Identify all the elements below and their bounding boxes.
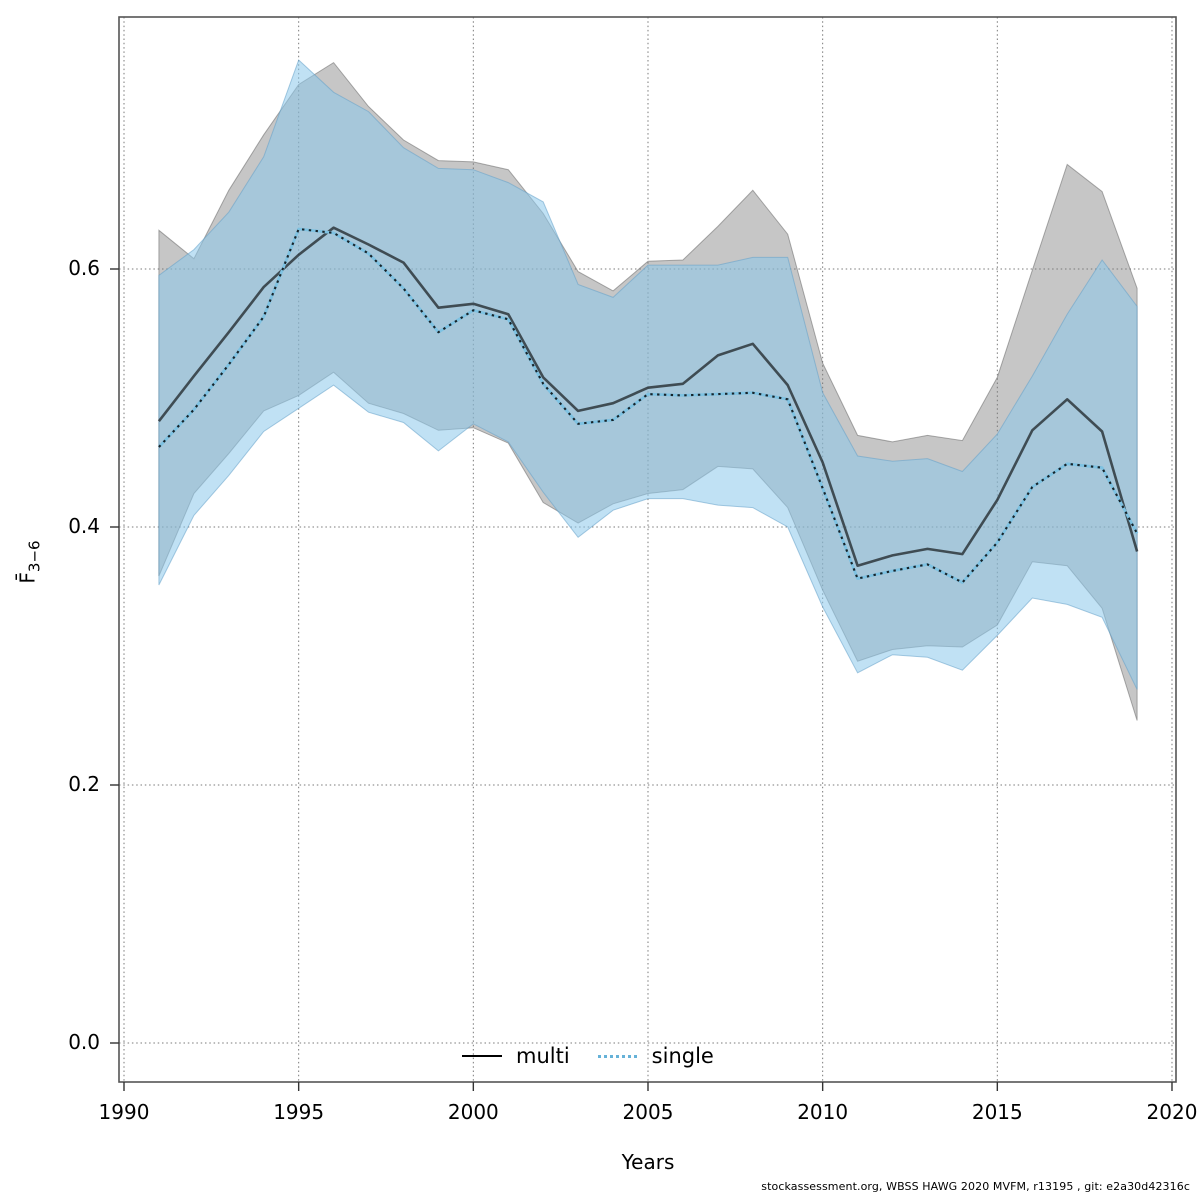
y-axis-title: F̄3−6 [16,540,44,583]
x-tick-label: 2005 [622,1100,674,1124]
legend-item-multi: multi [462,1044,570,1068]
y-tick-label: 0.4 [68,514,100,538]
x-axis-title: Years [621,1150,675,1174]
legend-label-single: single [651,1044,714,1068]
y-tick-label: 0.6 [68,256,100,280]
multi-estimate-line [157,226,1139,568]
x-tick-label: 1990 [98,1100,150,1124]
single-estimate-line-underlay [157,227,1139,584]
y-tick-label: 0.2 [68,772,100,796]
x-tick-label: 2020 [1146,1100,1198,1124]
legend-label-multi: multi [516,1044,570,1068]
legend-item-single: single [597,1044,714,1068]
x-tick-label: 2000 [447,1100,499,1124]
single-line-sample-icon [597,1054,638,1058]
y-axis-title-subscript: 3−6 [25,540,44,573]
multi-line-sample-icon [462,1055,502,1057]
single-confidence-band [158,59,1138,690]
source-caption: stockassessment.org, WBSS HAWG 2020 MVFM… [761,1180,1190,1193]
y-axis-title-main: F̄ [15,572,40,584]
plot-legend: multi single [462,1044,714,1068]
x-tick-label: 1995 [273,1100,325,1124]
x-tick-label: 2010 [797,1100,849,1124]
x-tick-label: 2015 [971,1100,1023,1124]
y-tick-label: 0.0 [68,1030,100,1054]
